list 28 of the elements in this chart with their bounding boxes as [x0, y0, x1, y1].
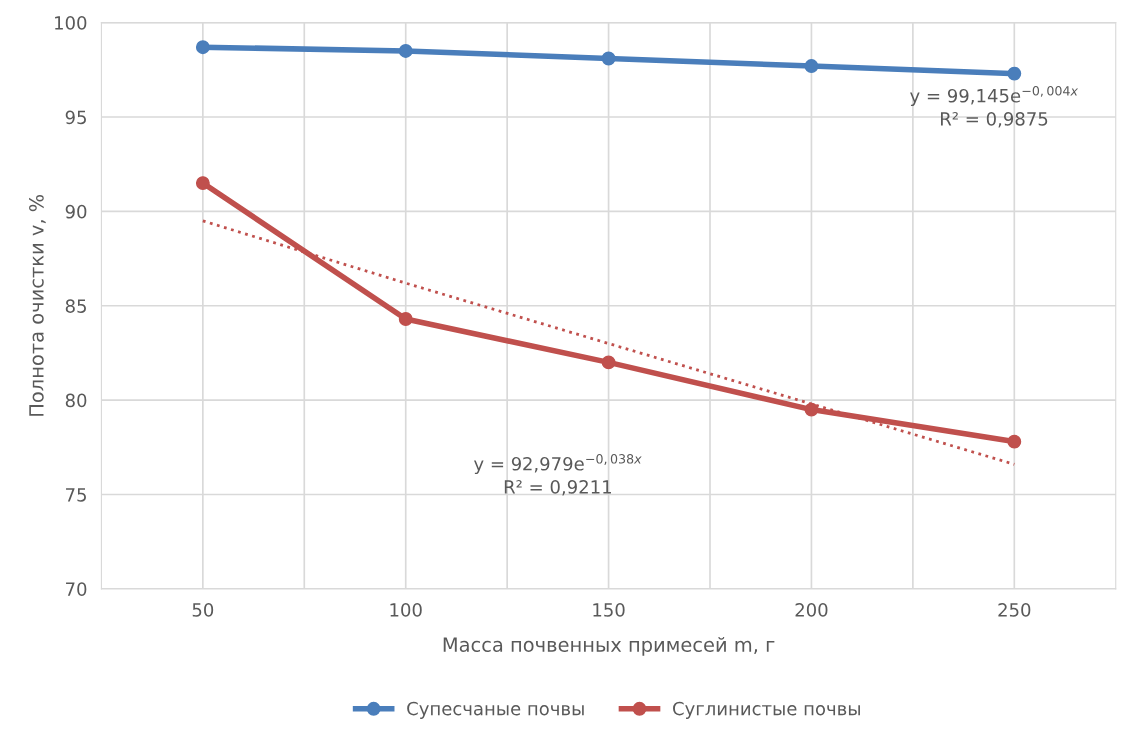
point	[195, 176, 210, 191]
point	[1007, 434, 1022, 449]
y-tick-label: 90	[65, 204, 87, 219]
text: y = 92,979e$^{−0,038x}$ R² = 0,9211	[473, 454, 642, 496]
point	[601, 51, 616, 66]
y-axis-title: Полнота очистки v, %	[29, 194, 46, 416]
x-tick-label: 200	[795, 603, 828, 617]
point	[1007, 66, 1022, 81]
legend-label: Супесчаные почвы	[407, 701, 584, 719]
x-tick-label: 100	[390, 603, 422, 617]
y-tick-label: 100	[55, 16, 87, 30]
point	[804, 59, 819, 74]
y-tick-label: 70	[66, 582, 87, 597]
x-tick-label: 250	[998, 603, 1031, 617]
y-tick-label: 95	[65, 110, 86, 125]
x-tick-label: 150	[593, 603, 625, 617]
text: y = 99,145e$^{−0,004x}$ R² = 0,9875	[910, 86, 1079, 128]
point	[398, 312, 413, 326]
point	[195, 40, 210, 55]
x-axis-title: Масса почвенных примесей m, г	[443, 637, 775, 656]
point	[398, 44, 413, 58]
point	[804, 402, 819, 417]
point	[601, 355, 616, 370]
y-tick-label: 85	[65, 299, 86, 313]
legend-label: Суглинистые почвы	[673, 701, 860, 719]
y-tick-label: 75	[66, 488, 86, 502]
x-tick-label: 50	[192, 603, 214, 617]
y-tick-label: 80	[65, 393, 87, 408]
